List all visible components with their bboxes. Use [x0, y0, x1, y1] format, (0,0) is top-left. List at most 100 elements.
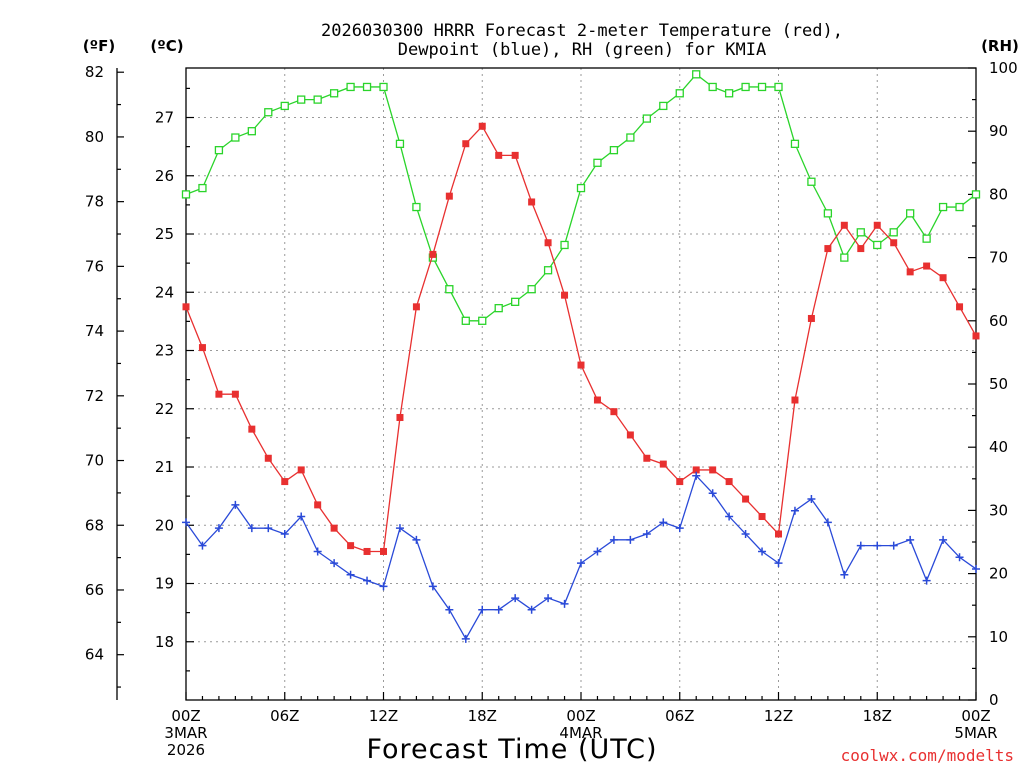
rh-point — [362, 82, 372, 92]
dewpoint-point — [313, 547, 322, 556]
rh-point — [840, 253, 849, 262]
rh-tick-label: 0 — [989, 691, 999, 709]
temperature-point — [972, 332, 980, 340]
temperature-point — [643, 454, 651, 462]
temperature-point — [857, 245, 865, 253]
dewpoint-point — [807, 495, 816, 504]
dewpoint-point — [922, 576, 931, 585]
dewpoint-point — [823, 518, 832, 527]
dewpoint-point — [692, 471, 701, 480]
c-tick-label: 20 — [155, 516, 174, 534]
rh-point — [181, 190, 191, 199]
x-tick-label: 00Z — [566, 707, 595, 725]
dewpoint-point — [642, 529, 651, 538]
fahrenheit-unit-label: (ºF) — [83, 37, 115, 55]
dewpoint-point — [626, 535, 635, 544]
dewpoint-point — [774, 559, 783, 568]
dewpoint-point — [577, 559, 585, 568]
temperature-point — [840, 221, 848, 229]
rh-point — [938, 202, 948, 212]
rh-point — [280, 101, 289, 111]
dewpoint-point — [675, 524, 684, 533]
temperature-point — [775, 530, 782, 538]
rh-point — [971, 190, 981, 199]
temperature-point — [676, 478, 684, 486]
rh-point — [412, 202, 421, 212]
rh-point — [889, 228, 898, 237]
rh-point — [724, 89, 734, 98]
temperature-point — [807, 314, 815, 322]
rh-point — [576, 183, 586, 193]
dewpoint-point — [363, 576, 372, 585]
f-tick-label: 82 — [85, 63, 104, 81]
temperature-point — [956, 303, 964, 311]
f-tick-label: 72 — [85, 387, 104, 405]
dewpoint-point — [955, 553, 964, 562]
temperature-point — [511, 151, 519, 159]
chart-title: 2026030300 HRRR Forecast 2-meter Tempera… — [321, 21, 843, 60]
c-tick-label: 18 — [155, 633, 174, 651]
rh-point — [906, 209, 915, 218]
rh-point — [247, 127, 256, 136]
rh-point — [955, 202, 964, 212]
rh-tick-label: 100 — [989, 59, 1018, 77]
dewpoint-point — [939, 535, 948, 544]
temperature-point — [610, 408, 618, 416]
temperature-point — [906, 268, 914, 276]
temperature-point — [561, 291, 569, 299]
temperature-point — [791, 396, 799, 404]
rh-point — [395, 139, 405, 148]
temperature-point — [215, 390, 223, 398]
x-axis-label: Forecast Time (UTC) — [366, 734, 657, 765]
rh-point — [741, 82, 750, 92]
f-tick-label: 68 — [85, 516, 104, 534]
dewpoint-point — [182, 518, 190, 527]
rh-point — [214, 146, 224, 155]
temperature-point — [659, 460, 667, 468]
dewpoint-point — [297, 512, 306, 521]
rh-point — [642, 114, 651, 123]
dewpoint-point — [494, 605, 503, 614]
rh-tick-label: 10 — [989, 628, 1008, 646]
temperature-point — [429, 250, 437, 258]
dewpoint-point — [264, 524, 273, 533]
x-date-label: 3MAR — [164, 724, 207, 742]
dewpoint-point — [659, 518, 668, 527]
celsius-unit-label: (ºC) — [150, 37, 183, 55]
temperature-point — [495, 151, 503, 159]
dewpoint-point — [231, 500, 240, 509]
x-tick-label: 00Z — [171, 707, 200, 725]
rh-unit-label: (RH) — [981, 37, 1019, 55]
rh-tick-label: 80 — [989, 185, 1008, 203]
x-tick-label: 06Z — [270, 707, 299, 725]
temperature-point — [314, 501, 322, 509]
rh-point — [346, 82, 355, 92]
x-tick-label: 18Z — [468, 707, 497, 725]
temperature-point — [923, 262, 931, 270]
rh-point — [560, 240, 569, 250]
rh-point — [856, 228, 865, 237]
f-tick-label: 64 — [85, 646, 104, 664]
rh-point — [445, 285, 454, 294]
dewpoint-point — [346, 570, 355, 579]
temperature-point — [725, 478, 733, 486]
temperature-point — [593, 396, 601, 404]
temperature-point — [939, 274, 947, 282]
rh-tick-label: 40 — [989, 438, 1008, 456]
temperature-point — [890, 239, 898, 247]
rh-point — [461, 316, 470, 325]
temperature-point — [742, 495, 750, 503]
temperature-point — [363, 547, 371, 555]
dewpoint-point — [330, 559, 339, 568]
dewpoint-point — [873, 541, 882, 550]
temperature-point — [198, 344, 206, 352]
dewpoint-point — [856, 541, 865, 550]
rh-point — [757, 82, 767, 92]
x-tick-label: 06Z — [665, 707, 694, 725]
x-date-label: 4MAR — [559, 724, 602, 742]
c-tick-label: 19 — [155, 575, 174, 593]
dewpoint-point — [379, 582, 388, 591]
temperature-point — [412, 303, 420, 311]
rh-point — [231, 133, 240, 142]
